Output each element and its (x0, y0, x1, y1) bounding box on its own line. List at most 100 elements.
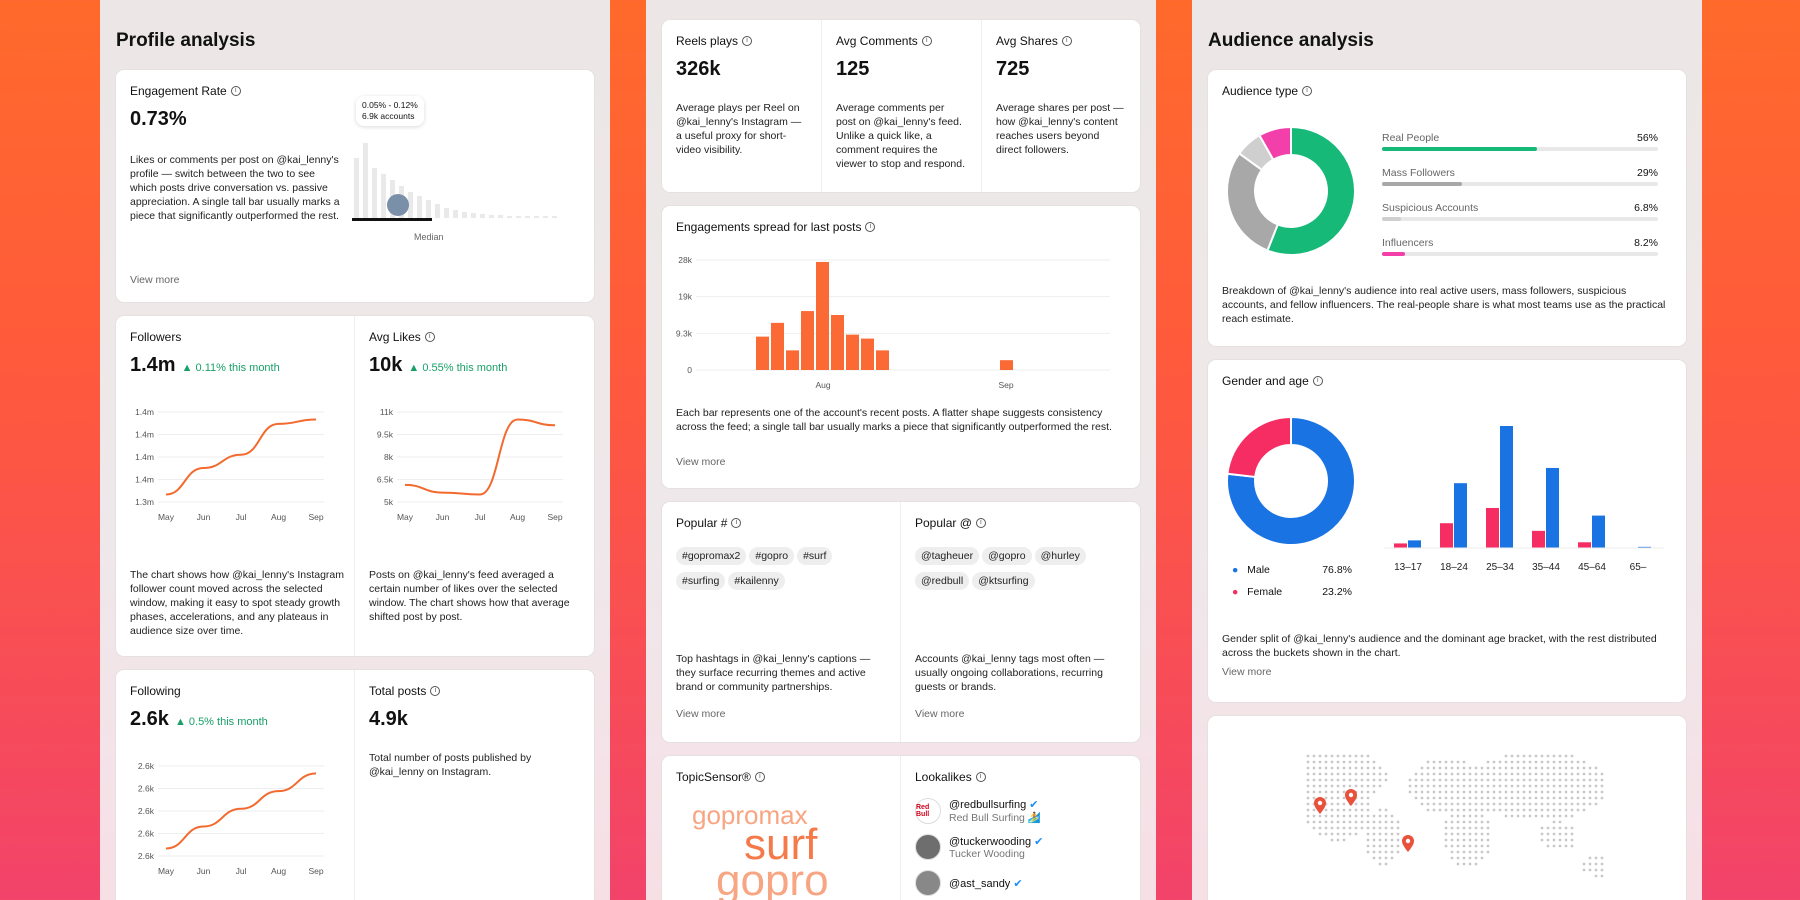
popular-card: Popular # i #gopromax2 #gopro #surf#surfing… (662, 502, 1140, 742)
bar (1486, 507, 1499, 548)
view-more-link[interactable]: View more (130, 274, 180, 286)
map-dot (1432, 802, 1436, 806)
map-dot (1552, 760, 1556, 764)
map-dot (1588, 766, 1592, 770)
map-dot (1378, 856, 1382, 860)
followers-desc: The chart shows how @kai_lenny's Instagr… (130, 569, 345, 637)
map-dot (1540, 754, 1544, 758)
map-dot (1444, 844, 1448, 848)
map-dot (1564, 802, 1568, 806)
map-dot (1576, 808, 1580, 812)
map-dot (1366, 844, 1370, 848)
map-dot (1456, 850, 1460, 854)
map-dot (1330, 778, 1334, 782)
tag-chip[interactable]: #surfing (676, 572, 726, 590)
map-dot (1552, 796, 1556, 800)
lookalike-item[interactable]: @ast_sandy ✔ (915, 870, 1126, 896)
lookalike-item[interactable]: Red Bull @redbullsurfing ✔ Red Bull Surfin… (915, 798, 1126, 824)
map-dot (1306, 778, 1310, 782)
map-dot (1390, 844, 1394, 848)
map-dot (1432, 778, 1436, 782)
map-dot (1444, 826, 1448, 830)
y-tick-label: 2.6k (138, 784, 155, 794)
map-dot (1342, 832, 1346, 836)
map-dot (1390, 850, 1394, 854)
view-more-link[interactable]: View more (676, 708, 726, 720)
view-more-link[interactable]: View more (915, 708, 965, 720)
info-icon[interactable]: i (865, 222, 876, 232)
histogram-bar (417, 196, 422, 218)
info-icon[interactable]: i (742, 36, 753, 46)
lookalike-item[interactable]: @tuckerwooding ✔ Tucker Wooding (915, 834, 1126, 860)
info-icon[interactable]: i (975, 772, 986, 782)
map-dot (1342, 802, 1346, 806)
map-dot (1546, 808, 1550, 812)
avatar (915, 834, 941, 860)
comments-value: 125 (836, 58, 870, 80)
info-icon[interactable]: i (1302, 86, 1313, 96)
map-dot (1432, 790, 1436, 794)
info-icon[interactable]: i (430, 686, 441, 696)
map-dot (1570, 838, 1574, 842)
tag-chip[interactable]: #gopromax2 (676, 547, 747, 565)
map-dot (1522, 772, 1526, 776)
tag-chip[interactable]: #gopro (749, 547, 795, 565)
engagement-label: Engagement Rate (130, 84, 227, 98)
map-dot (1330, 832, 1334, 836)
map-dot (1420, 772, 1424, 776)
map-dot (1384, 778, 1388, 782)
map-dot (1456, 772, 1460, 776)
map-dot (1534, 772, 1538, 776)
info-icon[interactable]: i (754, 772, 765, 782)
map-dot (1396, 850, 1400, 854)
map-dot (1546, 760, 1550, 764)
tag-chip[interactable]: @redbull (915, 572, 970, 590)
location-pin-icon (1345, 789, 1357, 806)
map-dot (1444, 796, 1448, 800)
map-dot (1498, 790, 1502, 794)
y-tick-label: 6.5k (377, 475, 394, 485)
map-dot (1474, 862, 1478, 866)
y-tick-label: 11k (380, 407, 394, 417)
mention-list: @tagheuer @gopro @hurley @redbull @ktsurfing (915, 546, 1115, 596)
info-icon[interactable]: i (230, 86, 241, 96)
map-dot (1354, 754, 1358, 758)
map-dot (1510, 778, 1514, 782)
map-dot (1372, 856, 1376, 860)
map-dot (1336, 832, 1340, 836)
map-dot (1438, 808, 1442, 812)
info-icon[interactable]: i (1061, 36, 1072, 46)
info-icon[interactable]: i (424, 332, 435, 342)
histogram-bar (354, 158, 359, 218)
map-dot (1570, 784, 1574, 788)
view-more-link[interactable]: View more (676, 456, 726, 468)
tag-chip[interactable]: #surf (797, 547, 833, 565)
map-dot (1600, 790, 1604, 794)
avg-likes-desc: Posts on @kai_lenny's feed averaged a ce… (369, 569, 570, 623)
map-dot (1336, 796, 1340, 800)
map-dot (1312, 814, 1316, 818)
map-dot (1582, 868, 1586, 872)
map-dot (1468, 796, 1472, 800)
map-dot (1474, 820, 1478, 824)
tag-chip[interactable]: @ktsurfing (972, 572, 1035, 590)
info-icon[interactable]: i (975, 518, 986, 528)
map-dot (1504, 814, 1508, 818)
world-map[interactable] (1208, 716, 1686, 900)
map-dot (1468, 808, 1472, 812)
tag-chip[interactable]: #kailenny (728, 572, 785, 590)
tag-chip[interactable]: @gopro (982, 547, 1032, 565)
metrics-card: Reels plays i 326k Average plays per Reel… (662, 20, 1140, 192)
audience-type-donut (1226, 125, 1356, 256)
tag-chip[interactable]: @hurley (1034, 547, 1086, 565)
y-tick-label: 1.4m (135, 452, 154, 462)
topic-word: surf (744, 820, 818, 869)
map-dot (1516, 814, 1520, 818)
info-icon[interactable]: i (1312, 376, 1323, 386)
map-dot (1318, 784, 1322, 788)
info-icon[interactable]: i (921, 36, 932, 46)
map-dot (1588, 778, 1592, 782)
view-more-link[interactable]: View more (1222, 666, 1272, 678)
info-icon[interactable]: i (731, 518, 742, 528)
tag-chip[interactable]: @tagheuer (915, 547, 980, 565)
